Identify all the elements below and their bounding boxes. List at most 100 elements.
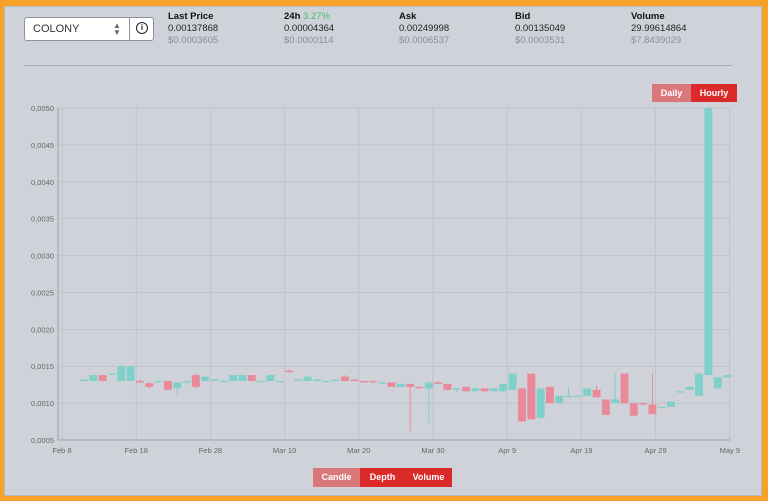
candle-body	[499, 383, 508, 392]
candle-body	[564, 395, 573, 397]
candle-body	[117, 366, 126, 381]
stat-bid: Bid 0.00135049 $0.0003531	[515, 11, 565, 47]
candle-body	[396, 383, 405, 387]
stat-label: Bid	[515, 11, 531, 22]
volume-button[interactable]: Volume	[405, 468, 452, 487]
candle-body	[303, 376, 312, 381]
candle-body	[620, 373, 629, 404]
x-tick-label: May 9	[720, 446, 740, 455]
candle-body	[163, 380, 172, 390]
info-icon: i	[136, 22, 148, 34]
candle-body	[406, 383, 415, 387]
candle-body	[639, 403, 648, 405]
header-divider	[24, 65, 732, 66]
candle-body	[685, 386, 694, 390]
candle-body	[247, 375, 256, 381]
candle-body	[471, 388, 480, 392]
candle-body	[657, 406, 666, 408]
candle-body	[80, 379, 88, 381]
candle-body	[107, 373, 116, 375]
candle-body	[611, 399, 620, 404]
y-tick-label: 0,0035	[31, 215, 54, 224]
y-tick-label: 0,0030	[31, 252, 54, 261]
candle-body	[583, 388, 592, 396]
candle-body	[359, 380, 368, 383]
x-tick-label: Feb 8	[52, 446, 71, 455]
candle-body	[135, 380, 144, 383]
candle-body	[294, 379, 303, 381]
stat-usd: $0.0006537	[399, 35, 450, 46]
candle-body	[387, 382, 396, 387]
y-tick-label: 0,0040	[31, 178, 54, 187]
candle-body	[219, 380, 228, 383]
candle-body	[480, 388, 489, 392]
stat-label: Volume	[631, 11, 665, 22]
y-tick-label: 0,0050	[31, 104, 54, 113]
candle-button[interactable]: Candle	[313, 468, 360, 487]
x-tick-label: Mar 30	[421, 446, 444, 455]
candle-body	[443, 383, 452, 390]
stat-usd: $7.8439029	[631, 35, 682, 46]
candle-body	[173, 382, 182, 389]
candle-body	[667, 401, 676, 407]
candle-body	[378, 382, 387, 384]
candle-body	[145, 383, 154, 387]
stat-value: 0.00004364	[284, 23, 335, 34]
stat-change-percent: 3.27%	[303, 11, 330, 22]
candle-body	[350, 379, 359, 381]
candle-body	[713, 377, 722, 389]
hourly-button[interactable]: Hourly	[691, 84, 737, 102]
candle-body	[368, 380, 377, 383]
candle-body	[536, 388, 545, 418]
x-tick-label: Mar 10	[273, 446, 296, 455]
stat-last-price: Last Price 0.00137868 $0.0003605	[168, 11, 218, 47]
stat-usd: $0.0003605	[168, 35, 219, 46]
candle-body	[723, 375, 731, 378]
depth-button[interactable]: Depth	[360, 468, 405, 487]
y-tick-label: 0,0015	[31, 362, 54, 371]
candle-body	[126, 366, 135, 381]
candle-body	[182, 380, 191, 383]
candle-body	[98, 375, 107, 381]
candle-body	[238, 375, 247, 381]
candle-body	[266, 375, 275, 381]
candle-body	[275, 380, 284, 383]
candle-body	[201, 376, 210, 381]
candle-body	[210, 379, 219, 381]
x-tick-label: Feb 18	[125, 446, 148, 455]
x-tick-label: Apr 9	[498, 446, 516, 455]
stat-usd: $0.0000114	[284, 35, 334, 46]
y-tick-label: 0,0010	[31, 399, 54, 408]
candle-body	[527, 373, 536, 420]
candle-body	[629, 403, 638, 416]
stat-value: 0.00135049	[515, 23, 566, 34]
candle-body	[285, 370, 293, 373]
candle-body	[452, 388, 461, 390]
x-tick-label: Apr 19	[570, 446, 592, 455]
candle-body	[704, 108, 713, 376]
candle-body	[424, 382, 433, 389]
candle-body	[154, 380, 163, 383]
x-tick-label: Apr 29	[645, 446, 667, 455]
y-tick-label: 0,0005	[31, 436, 54, 445]
candle-body	[434, 382, 443, 384]
candle-body	[573, 395, 582, 397]
coin-selector[interactable]: COLONY ▲ ▼ i	[24, 17, 154, 41]
candle-body	[601, 399, 610, 415]
stat-ask: Ask 0.00249998 $0.0006537	[399, 11, 449, 47]
chevron-updown-icon: ▲ ▼	[113, 21, 121, 37]
stat-value: 29.99614864	[631, 23, 687, 34]
x-tick-label: Feb 28	[199, 446, 222, 455]
stat-volume: Volume 29.99614864 $7.8439029	[631, 11, 686, 47]
stat-usd: $0.0003531	[515, 35, 566, 46]
candle-body	[695, 373, 704, 396]
daily-button[interactable]: Daily	[652, 84, 691, 102]
candle-body	[331, 379, 340, 381]
stat-label: Ask	[399, 11, 417, 22]
info-button[interactable]: i	[129, 17, 155, 41]
candle-body	[257, 380, 266, 383]
coin-selector-value: COLONY	[33, 23, 80, 35]
candle-body	[490, 388, 498, 392]
candle-body	[518, 388, 526, 422]
